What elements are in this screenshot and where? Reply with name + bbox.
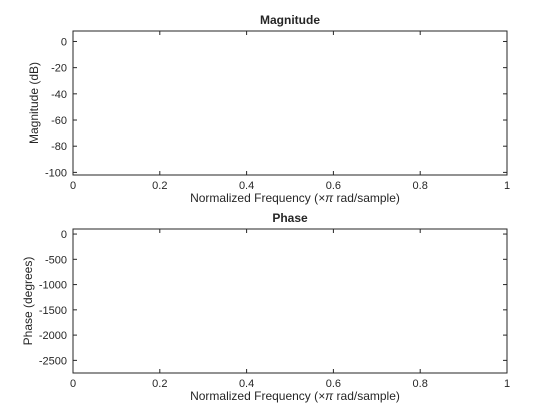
phase-y-tick-label: -500 — [45, 254, 67, 266]
magnitude-x-label-part: rad/sample) — [333, 191, 400, 205]
magnitude-y-tick-label: -100 — [45, 167, 67, 179]
magnitude-axes: 0 0.2 0.4 0.6 0.8 1 0 -20 -40 -60 -80 -100 Magnitude… — [27, 13, 510, 205]
magnitude-title: Magnitude — [260, 13, 320, 27]
phase-y-tick-label: -2000 — [39, 330, 67, 342]
magnitude-axes-box — [72, 30, 508, 176]
phase-x-tick-label: 0.4 — [239, 378, 254, 390]
magnitude-x-label-part: Normalized Frequency ( — [190, 191, 318, 205]
phase-y-label: Phase (degrees) — [21, 257, 35, 346]
phase-y-tick-label: -1000 — [39, 280, 67, 292]
magnitude-y-tick-label: -80 — [51, 141, 67, 153]
magnitude-x-tick-label: 0.4 — [239, 180, 254, 192]
magnitude-x-label: Normalized Frequency (×π rad/sample) — [190, 191, 400, 205]
phase-axes: 0 0.2 0.4 0.6 0.8 1 0 -500 -1000 -1500 -2000 -2500 P… — [21, 211, 510, 403]
magnitude-x-tick-label: 0.2 — [152, 180, 167, 192]
magnitude-x-tick-label: 0.6 — [326, 180, 341, 192]
magnitude-y-label: Magnitude (dB) — [27, 62, 41, 144]
magnitude-x-tick-label: 1 — [504, 180, 510, 192]
magnitude-y-tick-label: 0 — [61, 36, 67, 48]
phase-x-tick-label: 0.2 — [152, 378, 167, 390]
phase-y-tick-label: -1500 — [39, 305, 67, 317]
phase-x-label-times-pi: ×π — [318, 389, 334, 403]
phase-x-label-part: Normalized Frequency ( — [190, 389, 318, 403]
magnitude-x-tick-label: 0.8 — [413, 180, 428, 192]
phase-x-tick-label: 0.6 — [326, 378, 341, 390]
phase-x-tick-label: 0 — [70, 378, 76, 390]
magnitude-x-tick-label: 0 — [70, 180, 76, 192]
magnitude-y-tick-label: -40 — [51, 89, 67, 101]
phase-x-tick-label: 1 — [504, 378, 510, 390]
magnitude-x-label-times-pi: ×π — [318, 191, 334, 205]
magnitude-y-tick-label: -60 — [51, 115, 67, 127]
phase-axes-box — [72, 228, 508, 374]
phase-x-label-part: rad/sample) — [333, 389, 400, 403]
phase-x-tick-label: 0.8 — [413, 378, 428, 390]
magnitude-y-tick-label: -20 — [51, 63, 67, 75]
phase-y-tick-label: -2500 — [39, 355, 67, 367]
phase-title: Phase — [272, 211, 308, 225]
phase-x-label: Normalized Frequency (×π rad/sample) — [190, 389, 400, 403]
phase-y-tick-label: 0 — [61, 229, 67, 241]
